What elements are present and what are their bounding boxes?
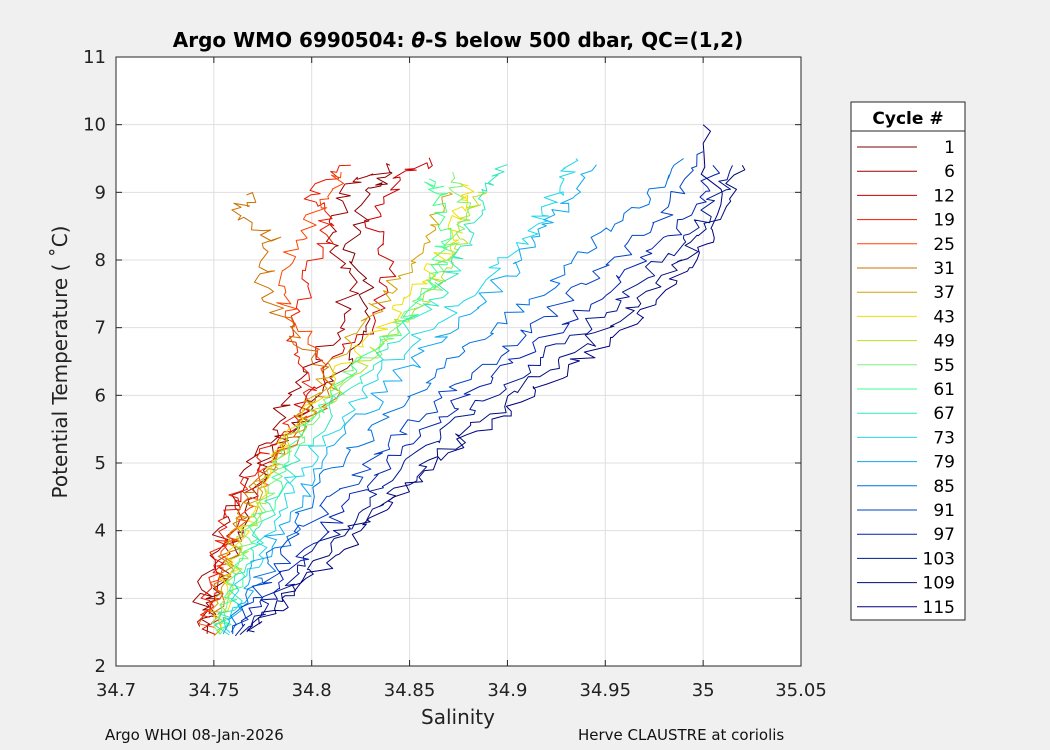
series-line	[209, 191, 453, 637]
x-tick-label: 35	[692, 680, 715, 701]
series-line	[246, 124, 723, 633]
legend-label: 61	[933, 380, 955, 400]
legend-label: 97	[933, 525, 955, 545]
x-tick-label: 34.7	[96, 680, 136, 701]
legend-label: 91	[933, 501, 955, 521]
series-line	[216, 178, 452, 635]
tick-marks	[115, 56, 802, 667]
y-tick-label: 10	[83, 115, 106, 136]
series-line	[222, 158, 579, 633]
legend-label: 79	[933, 453, 955, 473]
legend-label: 55	[933, 356, 955, 376]
series-line	[234, 164, 720, 637]
legend-label: 73	[933, 428, 955, 448]
y-tick-label: 8	[95, 250, 106, 271]
y-tick-label: 6	[95, 385, 106, 406]
series-line	[247, 165, 746, 633]
legend-label: 115	[923, 598, 955, 618]
footer-left: Argo WHOI 08-Jan-2026	[105, 726, 284, 744]
legend-label: 67	[933, 404, 955, 424]
series-line	[200, 164, 351, 618]
series-line	[211, 171, 472, 635]
y-axis-label: Potential Temperature ( ˚C)	[48, 226, 72, 499]
legend-label: 37	[933, 283, 955, 303]
legend-label: 85	[933, 477, 955, 497]
x-tick-label: 34.85	[384, 680, 436, 701]
legend-label: 103	[923, 549, 955, 569]
x-tick-label: 35.05	[775, 680, 827, 701]
y-tick-label: 11	[83, 47, 106, 68]
x-tick-label: 34.9	[487, 680, 527, 701]
legend-label: 109	[923, 574, 955, 594]
legend: Cycle # 1 6 12 19 25 31 37 43 49 55 61 67 73 79 85 91 97…	[850, 101, 966, 621]
y-tick-label: 7	[95, 318, 106, 339]
series-line	[239, 165, 733, 635]
x-axis-label: Salinity	[421, 705, 495, 729]
series-line	[230, 158, 684, 633]
x-tick-labels: 34.7 34.75 34.8 34.85 34.9 34.95 35 35.05	[96, 680, 827, 701]
series-line	[232, 151, 704, 635]
legend-label: 49	[933, 332, 955, 352]
y-tick-label: 4	[95, 521, 106, 542]
legend-label: 31	[933, 259, 955, 279]
legend-label: 1	[944, 138, 955, 158]
y-tick-label: 5	[95, 453, 106, 474]
y-tick-label: 9	[95, 182, 106, 203]
x-tick-label: 34.8	[292, 680, 332, 701]
legend-label: 43	[933, 307, 955, 327]
legend-title: Cycle #	[872, 109, 943, 129]
y-tick-label: 3	[95, 588, 106, 609]
series-line	[200, 171, 393, 634]
legend-label: 19	[933, 211, 955, 231]
legend-label: 6	[944, 162, 955, 182]
footer-right: Herve CLAUSTRE at coriolis	[578, 726, 785, 744]
chart-title: Argo WMO 6990504: θ-S below 500 dbar, QC…	[173, 28, 743, 52]
legend-box	[850, 101, 966, 621]
x-tick-label: 34.95	[580, 680, 632, 701]
legend-label: 25	[933, 235, 955, 255]
plot-frame	[115, 56, 802, 667]
y-tick-label: 2	[95, 656, 106, 677]
series-group	[192, 124, 746, 637]
y-tick-labels: 2 3 4 5 6 7 8 9 10 11	[83, 47, 106, 677]
legend-entries: 1 6 12 19 25 31 37 43 49 55 61 67 73 79 85 91 97 103 109 11…	[857, 138, 955, 618]
legend-label: 12	[933, 186, 955, 206]
x-tick-label: 34.75	[188, 680, 240, 701]
